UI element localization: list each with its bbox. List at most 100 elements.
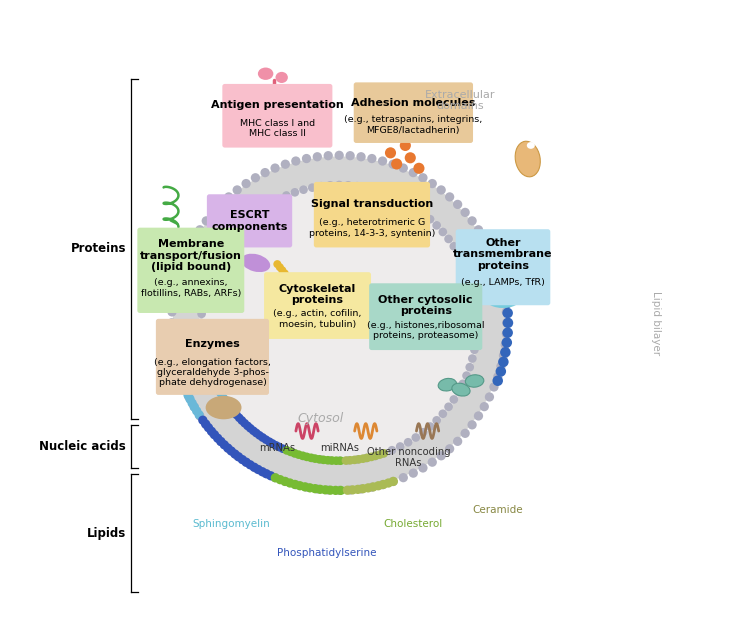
Circle shape: [324, 151, 333, 160]
Text: Membrane
transport/fusion
(lipid bound): Membrane transport/fusion (lipid bound): [140, 239, 241, 273]
Circle shape: [310, 484, 320, 493]
Circle shape: [288, 279, 297, 287]
Text: Cytosol: Cytosol: [297, 412, 344, 425]
Circle shape: [310, 307, 319, 314]
Circle shape: [197, 327, 206, 336]
Text: Antigen presentation: Antigen presentation: [211, 100, 344, 110]
Circle shape: [344, 181, 352, 189]
FancyBboxPatch shape: [222, 84, 333, 148]
Circle shape: [224, 193, 233, 202]
Circle shape: [399, 163, 408, 173]
Circle shape: [255, 431, 264, 440]
Circle shape: [207, 427, 216, 436]
Circle shape: [282, 446, 291, 455]
Circle shape: [359, 455, 367, 463]
Circle shape: [362, 183, 371, 192]
Circle shape: [367, 154, 377, 163]
Circle shape: [225, 402, 234, 411]
Circle shape: [493, 376, 503, 386]
Circle shape: [474, 225, 483, 234]
Circle shape: [321, 485, 330, 494]
Circle shape: [240, 419, 249, 427]
Circle shape: [286, 478, 294, 487]
Ellipse shape: [258, 68, 273, 80]
Circle shape: [291, 480, 300, 489]
Circle shape: [444, 235, 453, 243]
Text: (e.g., actin, cofilin,
moesin, tubulin): (e.g., actin, cofilin, moesin, tubulin): [273, 309, 362, 329]
Circle shape: [251, 173, 260, 183]
Circle shape: [409, 168, 418, 177]
Circle shape: [212, 381, 221, 390]
Text: Nucleic acids: Nucleic acids: [39, 440, 126, 453]
Circle shape: [231, 228, 240, 237]
Circle shape: [473, 309, 481, 318]
Circle shape: [500, 347, 511, 358]
Circle shape: [346, 151, 355, 160]
Circle shape: [205, 365, 214, 373]
Circle shape: [315, 455, 324, 464]
Circle shape: [302, 154, 311, 163]
Circle shape: [332, 456, 341, 465]
Circle shape: [274, 442, 283, 451]
Circle shape: [170, 286, 180, 295]
Circle shape: [272, 441, 280, 450]
Circle shape: [316, 484, 324, 494]
Circle shape: [210, 430, 219, 440]
Circle shape: [281, 270, 288, 278]
Circle shape: [326, 456, 335, 465]
Circle shape: [234, 452, 243, 461]
Circle shape: [428, 179, 437, 188]
Circle shape: [473, 327, 481, 336]
Circle shape: [220, 242, 229, 251]
Circle shape: [200, 347, 208, 355]
Circle shape: [175, 370, 184, 379]
Circle shape: [319, 456, 328, 464]
Circle shape: [444, 402, 453, 411]
Circle shape: [426, 215, 435, 224]
Circle shape: [216, 388, 225, 396]
Text: (e.g., histones,ribosomal
proteins, proteasome): (e.g., histones,ribosomal proteins, prot…: [367, 320, 484, 340]
Circle shape: [273, 260, 281, 268]
Circle shape: [335, 486, 344, 495]
Text: Sphingomyelin: Sphingomyelin: [192, 519, 270, 529]
Circle shape: [300, 294, 308, 302]
Circle shape: [290, 449, 299, 458]
Circle shape: [261, 168, 269, 177]
Circle shape: [230, 450, 239, 459]
Circle shape: [324, 456, 332, 465]
Text: Cholesterol: Cholesterol: [384, 519, 443, 529]
Circle shape: [237, 416, 246, 425]
Ellipse shape: [486, 291, 520, 308]
Circle shape: [449, 242, 458, 251]
Text: Adhesion molecules: Adhesion molecules: [351, 97, 476, 107]
Circle shape: [428, 458, 437, 467]
Circle shape: [437, 185, 446, 194]
Circle shape: [298, 291, 306, 299]
FancyBboxPatch shape: [314, 182, 430, 247]
Circle shape: [484, 392, 494, 402]
Circle shape: [172, 361, 182, 371]
Circle shape: [470, 292, 479, 301]
Circle shape: [371, 451, 380, 460]
Circle shape: [197, 319, 206, 327]
Circle shape: [216, 200, 225, 209]
Circle shape: [200, 292, 208, 301]
Circle shape: [496, 275, 506, 284]
Circle shape: [200, 345, 208, 354]
Circle shape: [204, 423, 213, 432]
Text: MHC class I and
MHC class II: MHC class I and MHC class II: [240, 119, 315, 138]
Ellipse shape: [452, 383, 470, 396]
Circle shape: [493, 372, 503, 381]
Circle shape: [460, 208, 470, 217]
Circle shape: [230, 408, 239, 417]
Circle shape: [343, 486, 352, 495]
Circle shape: [453, 200, 462, 209]
Circle shape: [198, 337, 207, 345]
Circle shape: [178, 378, 187, 388]
Circle shape: [225, 402, 233, 410]
Circle shape: [217, 391, 226, 400]
Circle shape: [208, 371, 216, 380]
Circle shape: [501, 298, 512, 309]
Circle shape: [211, 378, 219, 387]
Circle shape: [308, 454, 316, 463]
